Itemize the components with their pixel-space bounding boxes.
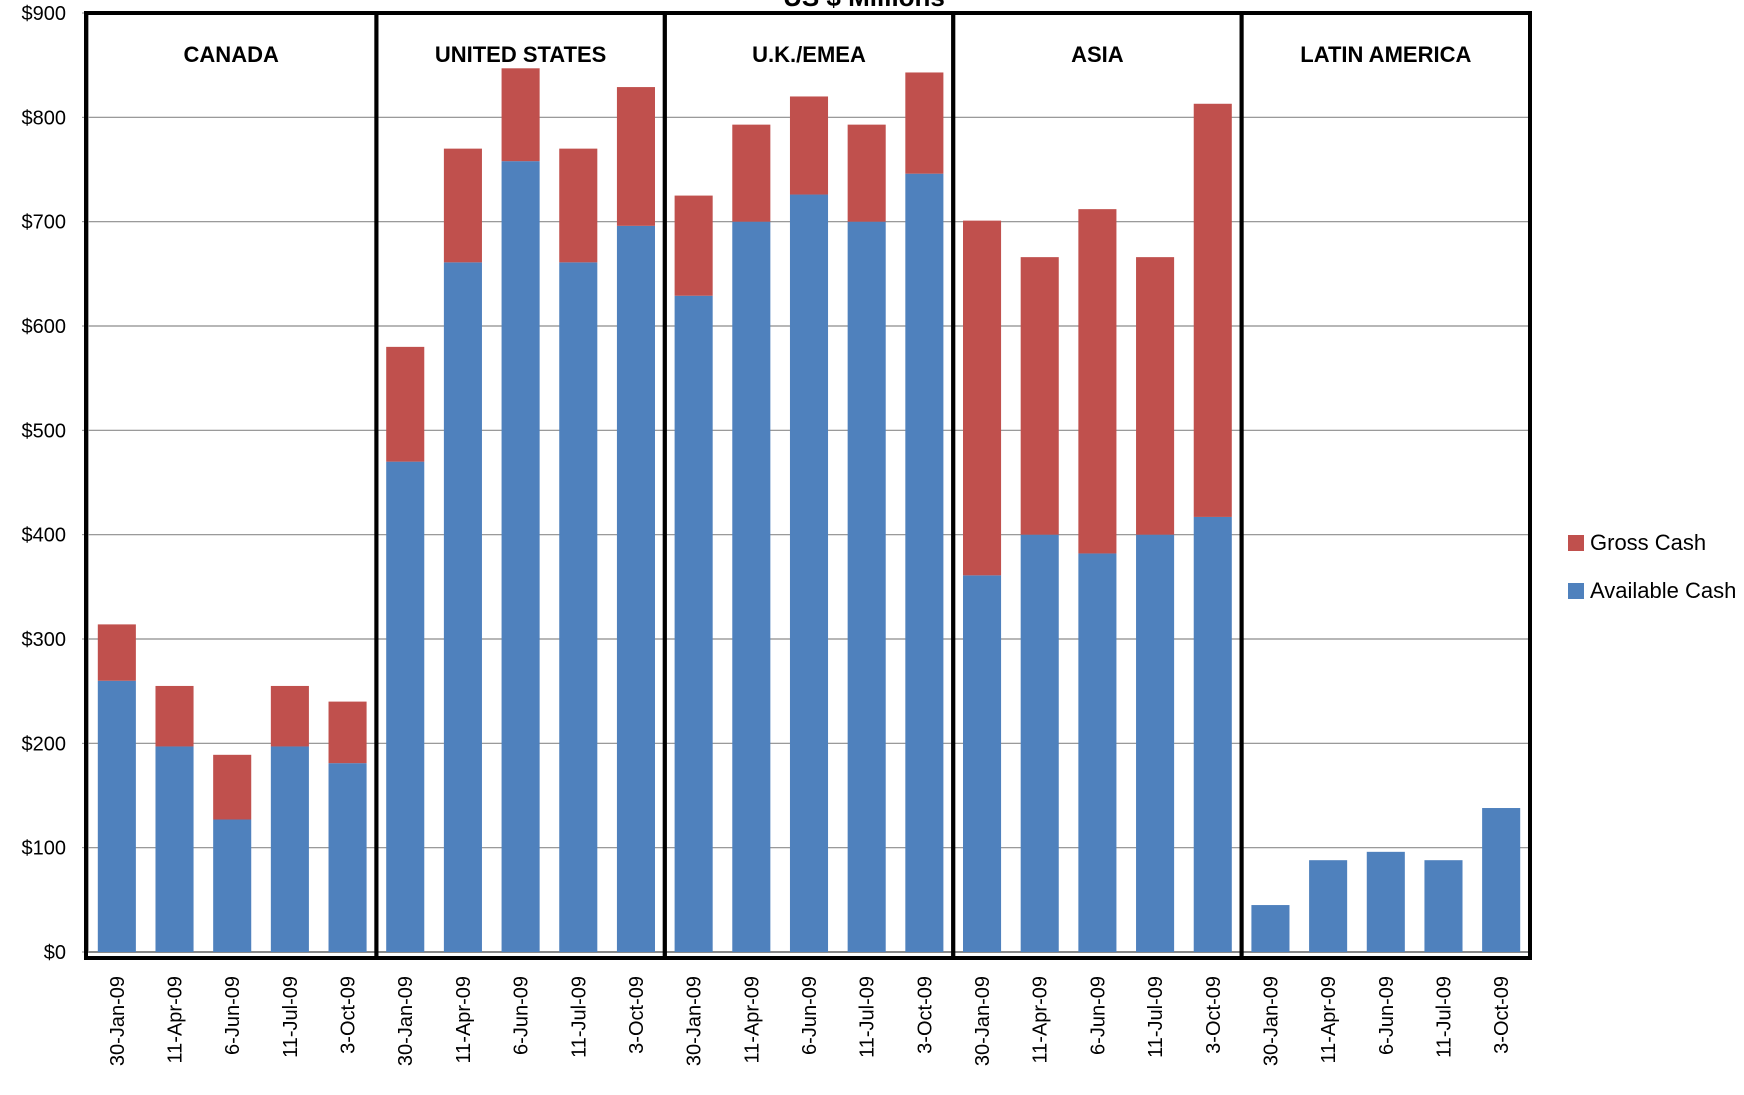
bar-available-canada-3-oct-09 (328, 763, 367, 952)
bar-available-canada-6-jun-09 (213, 819, 252, 952)
bar-available-united-states-11-apr-09 (443, 262, 482, 952)
bar-gross-united-states-30-jan-09 (386, 346, 425, 462)
x-tick-label: 6-Jun-09 (511, 976, 533, 1055)
bar-gross-canada-30-jan-09 (97, 624, 136, 681)
x-tick-label: 11-Jul-09 (1145, 976, 1167, 1058)
x-tick-label: 3-Oct-09 (338, 976, 360, 1054)
bar-gross-u-k-emea-11-apr-09 (732, 124, 771, 222)
bar-available-latin-america-3-oct-09 (1482, 808, 1521, 952)
legend-swatch-available-cash (1568, 583, 1584, 599)
bar-available-u-k-emea-6-jun-09 (789, 194, 829, 953)
bar-gross-asia-11-jul-09 (1136, 257, 1175, 535)
y-tick-label: $200 (22, 733, 67, 755)
bar-available-u-k-emea-11-jul-09 (847, 221, 886, 952)
bar-gross-u-k-emea-30-jan-09 (674, 195, 713, 296)
bar-available-latin-america-6-jun-09 (1366, 851, 1405, 952)
y-tick-label: $300 (22, 629, 67, 651)
bar-available-united-states-30-jan-09 (386, 461, 425, 952)
bar-gross-canada-6-jun-09 (213, 754, 252, 820)
x-tick-label: 3-Oct-09 (1491, 976, 1513, 1054)
x-tick-label: 6-Jun-09 (222, 976, 244, 1055)
bar-available-u-k-emea-11-apr-09 (732, 221, 771, 952)
bar-gross-canada-11-apr-09 (155, 685, 194, 747)
bar-gross-u-k-emea-11-jul-09 (847, 124, 886, 222)
legend-swatch-gross-cash (1568, 535, 1584, 551)
x-tick-label: 30-Jan-09 (684, 976, 706, 1066)
bar-available-united-states-6-jun-09 (501, 161, 540, 953)
bar-available-canada-30-jan-09 (97, 680, 136, 952)
bar-available-united-states-11-jul-09 (559, 262, 598, 952)
bar-gross-u-k-emea-6-jun-09 (789, 96, 829, 195)
y-tick-label: $500 (22, 420, 67, 442)
y-tick-label: $400 (22, 525, 67, 547)
region-label-u-k-emea: U.K./EMEA (752, 42, 866, 67)
x-tick-label: 6-Jun-09 (1087, 976, 1109, 1055)
bar-available-asia-6-jun-09 (1078, 553, 1117, 952)
bar-available-asia-3-oct-09 (1193, 516, 1232, 952)
y-tick-label: $600 (22, 316, 67, 338)
bar-gross-united-states-3-oct-09 (616, 87, 655, 226)
bar-gross-u-k-emea-3-oct-09 (905, 72, 944, 174)
legend-label-gross-cash: Gross Cash (1590, 530, 1706, 555)
x-tick-label: 11-Apr-09 (165, 976, 187, 1063)
bar-available-asia-11-jul-09 (1136, 534, 1175, 952)
x-tick-label: 30-Jan-09 (1260, 976, 1282, 1066)
x-tick-label: 30-Jan-09 (395, 976, 417, 1066)
y-tick-label: $700 (22, 212, 67, 234)
bar-available-latin-america-30-jan-09 (1251, 905, 1290, 952)
bar-available-latin-america-11-jul-09 (1424, 860, 1463, 952)
bar-gross-united-states-11-jul-09 (559, 148, 598, 263)
bar-available-canada-11-apr-09 (155, 746, 194, 952)
x-tick-label: 3-Oct-09 (914, 976, 936, 1054)
bar-gross-canada-3-oct-09 (328, 701, 367, 764)
x-tick-label: 11-Jul-09 (568, 976, 590, 1058)
x-tick-label: 11-Jul-09 (1433, 976, 1455, 1058)
x-tick-label: 6-Jun-09 (799, 976, 821, 1055)
bar-gross-united-states-6-jun-09 (501, 68, 540, 162)
bar-available-asia-30-jan-09 (963, 575, 1002, 952)
x-tick-label: 30-Jan-09 (972, 976, 994, 1066)
x-tick-label: 11-Apr-09 (741, 976, 763, 1063)
x-tick-label: 6-Jun-09 (1376, 976, 1398, 1055)
bar-gross-asia-3-oct-09 (1193, 103, 1232, 517)
bar-available-canada-11-jul-09 (270, 746, 309, 952)
x-tick-label: 11-Jul-09 (280, 976, 302, 1058)
region-label-united-states: UNITED STATES (435, 42, 607, 67)
bar-available-latin-america-11-apr-09 (1309, 860, 1348, 952)
x-tick-label: 11-Apr-09 (1030, 976, 1052, 1063)
bar-available-u-k-emea-3-oct-09 (905, 173, 944, 952)
bar-available-united-states-3-oct-09 (616, 225, 655, 953)
bar-available-u-k-emea-30-jan-09 (674, 295, 713, 952)
bar-gross-canada-11-jul-09 (270, 685, 309, 747)
x-tick-label: 11-Apr-09 (453, 976, 475, 1063)
x-tick-label: 11-Jul-09 (857, 976, 879, 1058)
y-tick-label: $800 (22, 107, 67, 129)
region-box-latin-america (1239, 11, 1532, 960)
y-tick-label: $100 (22, 838, 67, 860)
y-tick-label: $900 (22, 3, 67, 25)
chart-title: US $ Millions (783, 0, 945, 12)
region-label-latin-america: LATIN AMERICA (1300, 42, 1471, 67)
bar-available-asia-11-apr-09 (1020, 534, 1059, 952)
bar-gross-asia-30-jan-09 (963, 220, 1002, 576)
y-tick-label: $0 (44, 942, 66, 964)
x-tick-label: 30-Jan-09 (107, 976, 129, 1066)
region-label-canada: CANADA (184, 42, 279, 67)
region-label-asia: ASIA (1071, 42, 1124, 67)
legend-label-available-cash: Available Cash (1590, 578, 1736, 603)
x-tick-label: 3-Oct-09 (626, 976, 648, 1054)
x-tick-label: 3-Oct-09 (1203, 976, 1225, 1054)
bar-gross-united-states-11-apr-09 (443, 148, 482, 263)
bar-gross-asia-6-jun-09 (1078, 209, 1117, 554)
bar-gross-asia-11-apr-09 (1020, 257, 1059, 535)
x-tick-label: 11-Apr-09 (1318, 976, 1340, 1063)
